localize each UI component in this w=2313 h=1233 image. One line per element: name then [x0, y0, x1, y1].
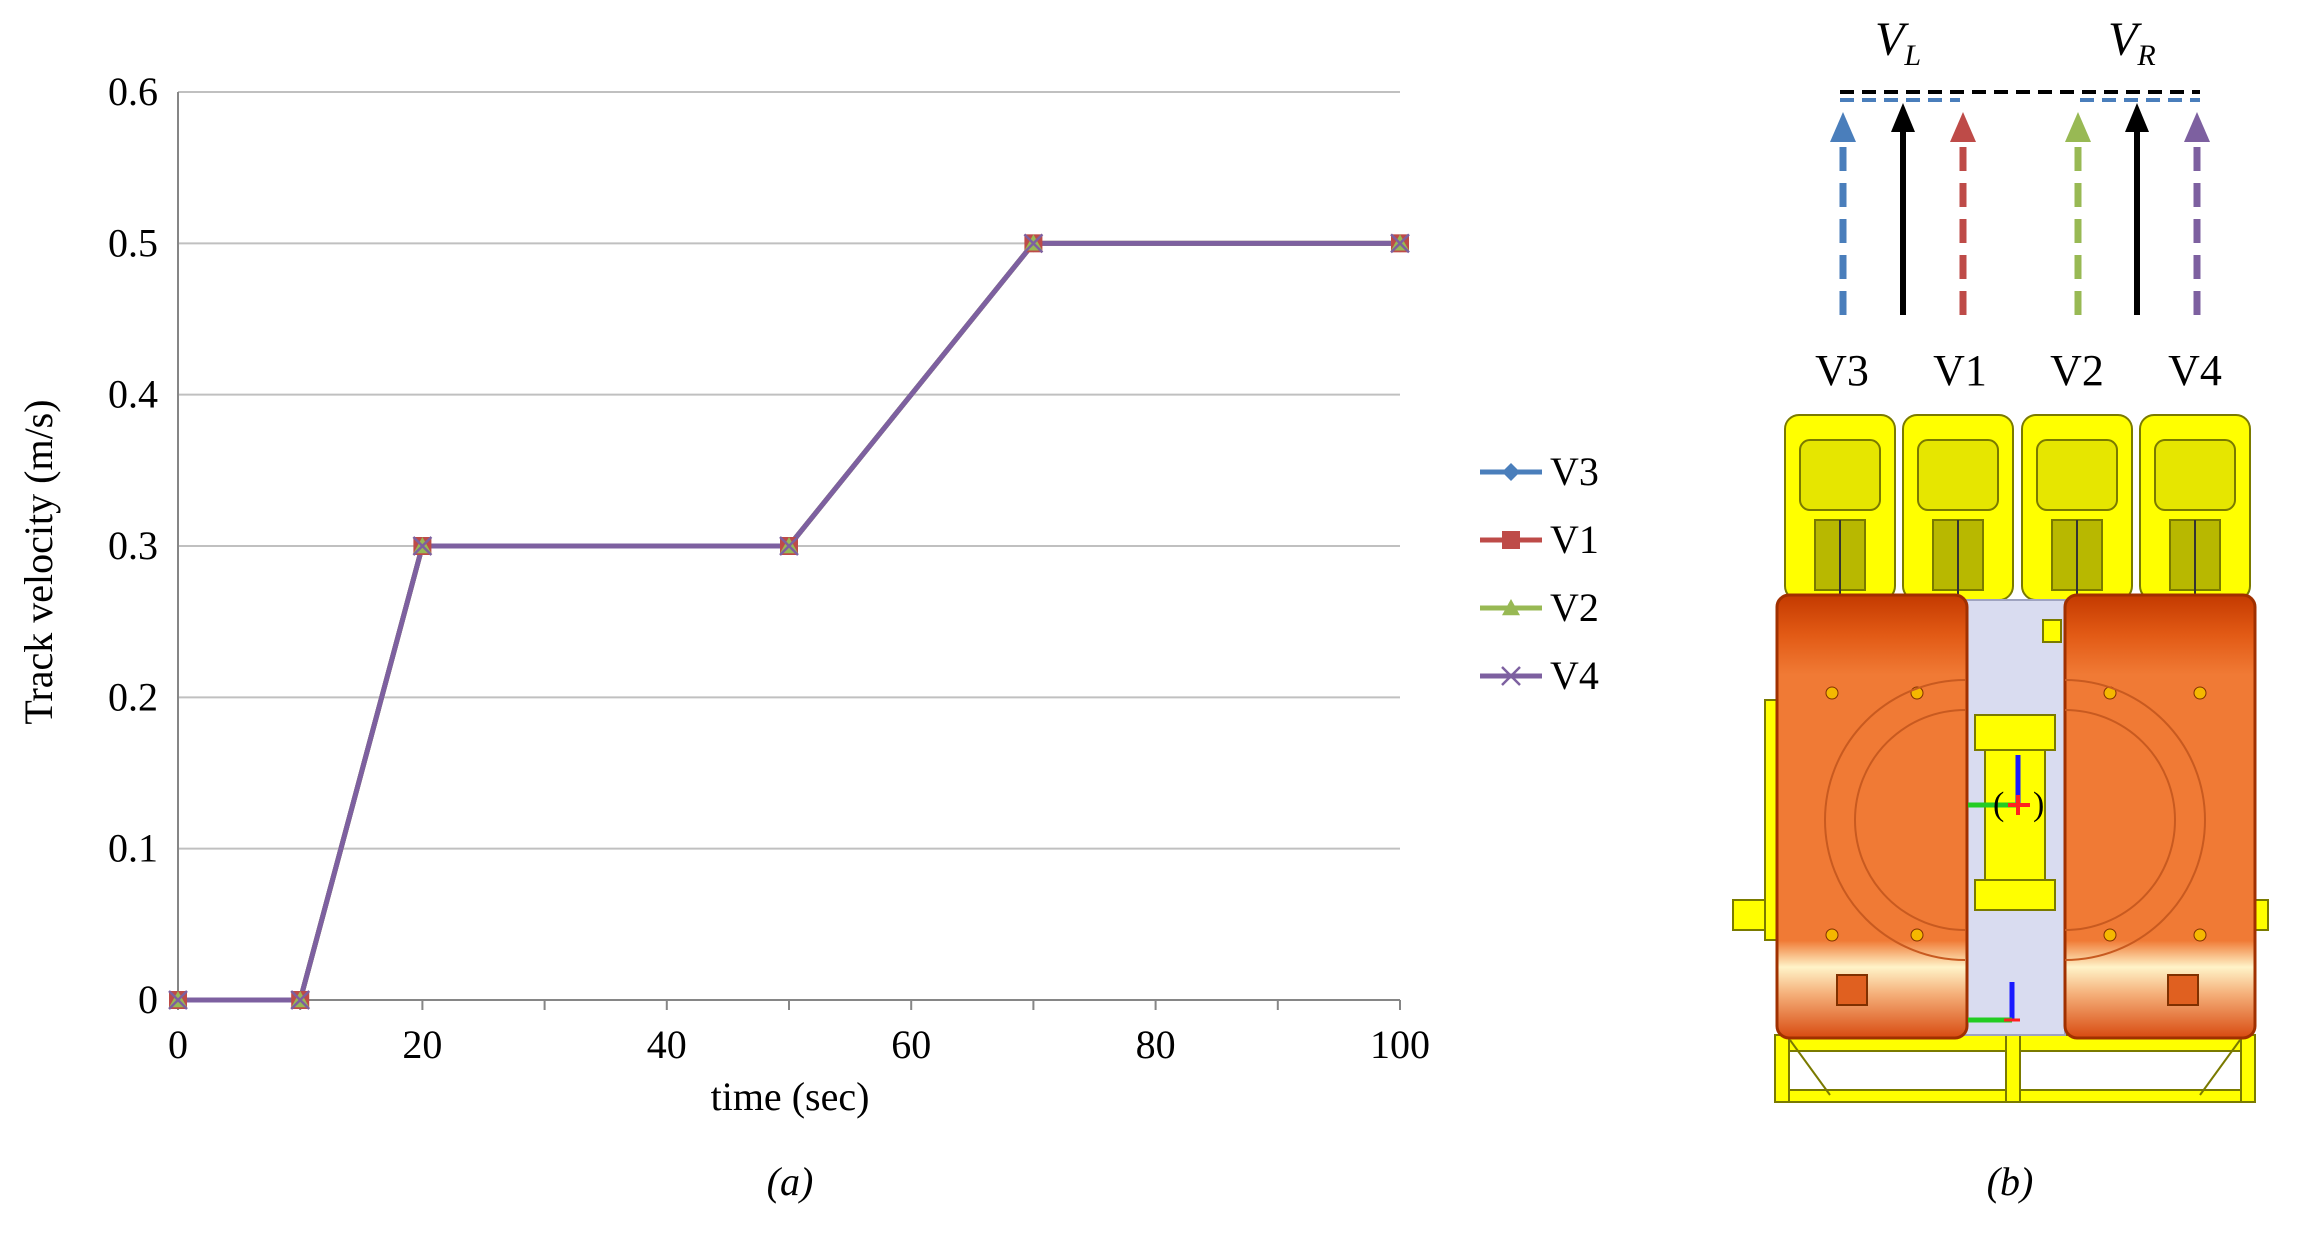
arrow-v4	[2184, 112, 2210, 315]
arrow-v1	[1950, 112, 1976, 315]
series-line-v4	[178, 240, 1400, 1003]
legend-item-v2: V2	[1480, 585, 1599, 630]
y-axis-title: Track velocity (m/s)	[16, 399, 61, 724]
coordinate-frame-rear	[1968, 982, 2020, 1023]
legend: V3 V1 V2 V4	[1480, 449, 1599, 698]
x-axis-title: time (sec)	[711, 1074, 870, 1119]
legend-marker	[1502, 531, 1520, 549]
y-axis: 0 0.1 0.2 0.3 0.4 0.5 0.6	[108, 69, 179, 1022]
legend-item-v3: V3	[1480, 449, 1599, 494]
x-tick-label: 100	[1370, 1022, 1430, 1067]
legend-label: V4	[1550, 653, 1599, 698]
track-label-v1: V1	[1933, 346, 1987, 395]
data-point-v4	[168, 990, 188, 1010]
legend-marker	[1501, 666, 1521, 686]
data-point-v4	[1023, 233, 1044, 254]
data-point-v4	[779, 536, 799, 556]
vl-label: VL	[1875, 13, 1921, 72]
y-tick-label: 0.1	[108, 826, 158, 871]
x-tick-label: 80	[1136, 1022, 1176, 1067]
data-point-v4	[412, 536, 433, 556]
series-line-v1	[178, 240, 1400, 1003]
y-tick-label: 0.4	[108, 372, 158, 417]
series-line-v3	[178, 240, 1400, 1003]
x-tick-label: 60	[891, 1022, 931, 1067]
series-lines	[178, 240, 1400, 1003]
legend-label: V1	[1550, 517, 1599, 562]
arrow-v2	[2065, 112, 2091, 315]
y-tick-label: 0.3	[108, 523, 158, 568]
legend-marker	[1502, 599, 1520, 616]
legend-label: V2	[1550, 585, 1599, 630]
caption-b: (b)	[1987, 1159, 2034, 1204]
flipper-module-v1	[1902, 414, 2014, 601]
y-tick-label: 0	[138, 977, 158, 1022]
flipper-modules	[1784, 414, 2251, 601]
track-label-v3: V3	[1815, 346, 1869, 395]
right-track-body	[2063, 593, 2257, 1040]
legend-marker	[1502, 463, 1520, 481]
x-tick-label: 40	[647, 1022, 687, 1067]
flipper-module-v2	[2021, 414, 2133, 601]
y-tick-label: 0.6	[108, 69, 158, 114]
x-tick-label: 0	[168, 1022, 188, 1067]
vehicle-diagram: VL VR	[1732, 13, 2269, 1103]
data-point-v4	[290, 990, 311, 1010]
arrow-v3	[1830, 112, 1856, 315]
track-label-v2: V2	[2050, 346, 2104, 395]
x-tick-label: 20	[402, 1022, 442, 1067]
series-markers	[168, 233, 1410, 1010]
coordinate-frame-center: ( )	[1968, 755, 2044, 823]
arrow-vr	[2125, 103, 2149, 315]
legend-item-v4: V4	[1480, 653, 1599, 698]
data-point-v4	[1390, 233, 1410, 254]
x-axis: 0 20 40 60 80 100	[168, 999, 1430, 1067]
series-line-v2	[178, 240, 1400, 1003]
svg-text:): )	[2033, 786, 2044, 823]
arrow-vl	[1891, 103, 1915, 315]
y-tick-label: 0.5	[108, 220, 158, 265]
center-mechanism	[1974, 619, 2062, 911]
caption-a: (a)	[767, 1159, 814, 1204]
track-label-v4: V4	[2168, 346, 2222, 395]
svg-text:(: (	[1993, 786, 2004, 823]
flipper-module-v4	[2139, 414, 2251, 601]
flipper-module-v3	[1784, 414, 1896, 601]
vr-label: VR	[2108, 13, 2156, 72]
y-tick-label: 0.2	[108, 674, 158, 719]
legend-label: V3	[1550, 449, 1599, 494]
grid-lines	[178, 91, 1400, 850]
line-chart: 0 0.1 0.2 0.3 0.4 0.5 0.6 0 20 40 60 80 100 Track v…	[16, 69, 1599, 1119]
left-track-body	[1775, 593, 1969, 1040]
legend-item-v1: V1	[1480, 517, 1599, 562]
